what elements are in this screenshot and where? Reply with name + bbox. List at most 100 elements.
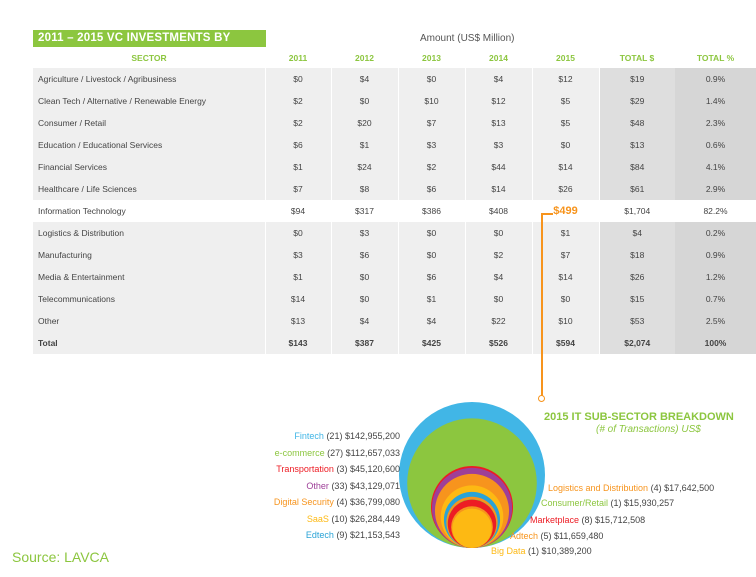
value-cell: $13 bbox=[598, 134, 675, 156]
value-cell: $0 bbox=[330, 266, 398, 288]
value-cell: $14 bbox=[464, 178, 532, 200]
header-total-pct: TOTAL % bbox=[696, 53, 735, 63]
sector-cell: Financial Services bbox=[33, 156, 265, 178]
header-total-usd: TOTAL $ bbox=[619, 53, 655, 63]
connector-dot-icon bbox=[538, 395, 545, 402]
value-cell: $0 bbox=[531, 134, 599, 156]
series-value: (3) $45,120,600 bbox=[336, 464, 400, 474]
value-cell: $14 bbox=[264, 288, 331, 310]
sector-cell: Education / Educational Services bbox=[33, 134, 265, 156]
sector-cell: Logistics & Distribution bbox=[33, 222, 265, 244]
series-name: Fintech bbox=[294, 431, 324, 441]
value-cell: $13 bbox=[464, 112, 532, 134]
value-cell: $7 bbox=[397, 112, 465, 134]
value-cell: $2 bbox=[264, 90, 331, 112]
sector-cell: Total bbox=[33, 332, 265, 354]
value-cell: $15 bbox=[598, 288, 675, 310]
chart-subtitle: (# of Transactions) US$ bbox=[596, 424, 701, 435]
table-row: Logistics & Distribution $0 $3 $0 $0 $1 $4 0.2% bbox=[33, 222, 756, 244]
table-row: Information Technology $94 $317 $386 $408 $49… bbox=[33, 200, 756, 222]
value-cell: $3 bbox=[330, 222, 398, 244]
value-cell: $594 bbox=[531, 332, 599, 354]
table-row: Clean Tech / Alternative / Renewable Ene… bbox=[33, 90, 756, 112]
value-cell: 0.7% bbox=[675, 288, 756, 310]
series-name: e-commerce bbox=[274, 447, 325, 458]
value-cell: $0 bbox=[264, 68, 331, 90]
value-cell: $425 bbox=[397, 332, 465, 354]
value-cell: $6 bbox=[397, 178, 465, 200]
table-row: Other $13 $4 $4 $22 $10 $53 2.5% bbox=[33, 310, 756, 332]
value-cell: $44 bbox=[464, 156, 532, 178]
series-value: (1) $15,930,257 bbox=[610, 498, 675, 508]
value-cell: 0.2% bbox=[675, 222, 756, 244]
value-cell: $6 bbox=[264, 134, 331, 156]
table-row: Financial Services $1 $24 $2 $44 $14 $84 4.1% bbox=[33, 156, 756, 178]
value-cell: $12 bbox=[531, 68, 599, 90]
value-cell: $387 bbox=[330, 332, 398, 354]
value-cell: $7 bbox=[264, 178, 331, 200]
value-cell: $2,074 bbox=[598, 332, 675, 354]
value-cell: $317 bbox=[330, 200, 398, 222]
value-cell: $14 bbox=[531, 156, 599, 178]
value-cell: $1 bbox=[531, 222, 599, 244]
value-cell: $526 bbox=[464, 332, 532, 354]
value-cell: $12 bbox=[464, 90, 532, 112]
value-cell: $1 bbox=[330, 134, 398, 156]
series-value: (21) $142,955,200 bbox=[326, 431, 400, 441]
value-cell: 2.9% bbox=[675, 178, 756, 200]
series-value: (27) $112,657,033 bbox=[327, 447, 400, 458]
value-cell: $6 bbox=[330, 244, 398, 266]
value-cell: $53 bbox=[598, 310, 675, 332]
series-name: Other bbox=[306, 480, 329, 491]
amount-label: Amount (US$ Million) bbox=[420, 33, 515, 44]
series-name: Consumer/Retail bbox=[541, 498, 609, 508]
label-consumer-retail: Consumer/Retail (1) $15,930,257 bbox=[541, 498, 674, 508]
value-cell: $8 bbox=[330, 178, 398, 200]
value-cell: $0 bbox=[531, 288, 599, 310]
value-cell: $5 bbox=[531, 90, 599, 112]
value-cell: $3 bbox=[464, 134, 532, 156]
table-row: Consumer / Retail $2 $20 $7 $13 $5 $48 2.3% bbox=[33, 112, 756, 134]
value-cell: $2 bbox=[464, 244, 532, 266]
value-cell: 0.6% bbox=[675, 134, 756, 156]
value-cell: $7 bbox=[531, 244, 599, 266]
series-name: Edtech bbox=[305, 530, 334, 540]
series-name: Logistics and Distribution bbox=[548, 483, 649, 493]
value-cell: $0 bbox=[397, 222, 465, 244]
bubble-big-data bbox=[452, 508, 492, 548]
value-cell: $2 bbox=[264, 112, 331, 134]
label-transportation: Transportation (3) $45,120,600 bbox=[276, 464, 400, 474]
series-name: Big Data bbox=[491, 546, 526, 556]
value-cell: 0.9% bbox=[675, 68, 756, 90]
label-logistics-and-distribution: Logistics and Distribution (4) $17,642,5… bbox=[548, 483, 714, 493]
value-cell: $4 bbox=[598, 222, 675, 244]
connector-line-horizontal bbox=[541, 213, 553, 215]
series-value: (10) $26,284,449 bbox=[331, 513, 400, 524]
value-cell: $0 bbox=[264, 222, 331, 244]
value-cell: $0 bbox=[464, 288, 532, 310]
series-name: Digital Security bbox=[273, 497, 334, 507]
series-value: (9) $21,153,543 bbox=[336, 530, 400, 540]
value-cell: $18 bbox=[598, 244, 675, 266]
table-row: Education / Educational Services $6 $1 $3 $3… bbox=[33, 134, 756, 156]
vc-investments-table: SECTOR 2011 2012 2013 2014 2015 TOTAL $ … bbox=[33, 48, 756, 354]
series-value: (1) $10,389,200 bbox=[528, 546, 592, 556]
value-cell: $4 bbox=[330, 68, 398, 90]
sector-cell: Other bbox=[33, 310, 265, 332]
value-cell: $0 bbox=[397, 68, 465, 90]
value-cell: $10 bbox=[397, 90, 465, 112]
value-cell: $0 bbox=[397, 244, 465, 266]
source-label: Source: LAVCA bbox=[12, 549, 110, 565]
value-cell: $1 bbox=[264, 156, 331, 178]
label-edtech: Edtech (9) $21,153,543 bbox=[306, 530, 400, 540]
chart-title: 2015 IT SUB-SECTOR BREAKDOWN bbox=[544, 411, 734, 423]
value-cell: 82.2% bbox=[675, 200, 756, 222]
header-2014: 2014 bbox=[489, 53, 508, 63]
table-row: Telecommunications $14 $0 $1 $0 $0 $15 0.7% bbox=[33, 288, 756, 310]
value-cell: $22 bbox=[464, 310, 532, 332]
header-2012: 2012 bbox=[355, 53, 374, 63]
value-cell: $84 bbox=[598, 156, 675, 178]
label-other: Other (33) $43,129,071 bbox=[306, 481, 400, 491]
value-cell: $1 bbox=[397, 288, 465, 310]
